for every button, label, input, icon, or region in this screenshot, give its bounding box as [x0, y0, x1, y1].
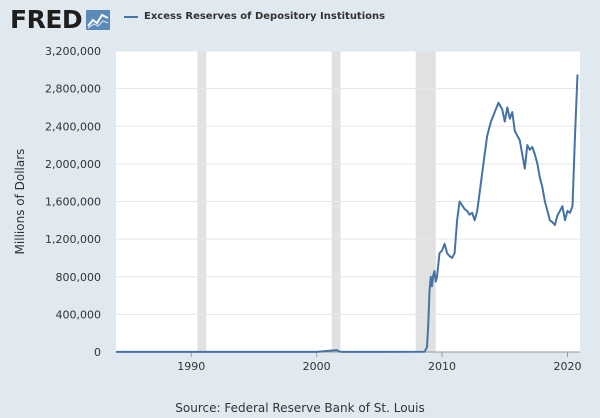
legend-label: Excess Reserves of Depository Institutio…	[144, 11, 386, 22]
y-tick-label: 2,000,000	[45, 158, 101, 171]
grid-lines	[116, 50, 580, 315]
y-tick-label: 1,200,000	[45, 233, 101, 246]
logo-text: FRED	[10, 5, 83, 34]
x-tick-label: 2010	[428, 360, 456, 373]
legend: Excess Reserves of Depository Institutio…	[124, 11, 385, 22]
series-line	[116, 74, 579, 353]
legend-swatch	[124, 15, 138, 18]
y-axis-label: Millions of Dollars	[13, 149, 27, 255]
y-tick-label: 2,800,000	[45, 83, 101, 96]
y-tick-label: 0	[94, 346, 101, 359]
y-tick-label: 3,200,000	[45, 45, 101, 58]
x-tick-label: 2000	[303, 360, 331, 373]
y-tick-label: 2,400,000	[45, 120, 101, 133]
y-tick-label: 800,000	[56, 271, 102, 284]
x-tick-label: 2020	[553, 360, 581, 373]
fred-logo[interactable]: FRED	[10, 5, 111, 34]
y-tick-label: 1,600,000	[45, 196, 101, 209]
y-axis-ticks: 0 400,000 800,000 1,200,000 1,600,000 2,000,0…	[45, 45, 101, 359]
x-tick-label: 1990	[177, 360, 205, 373]
x-axis-ticks: 1990 2000 2010 2020	[177, 352, 581, 373]
y-tick-label: 400,000	[56, 308, 102, 321]
source-note: Source: Federal Reserve Bank of St. Loui…	[175, 401, 425, 415]
line-chart-icon	[86, 10, 111, 30]
